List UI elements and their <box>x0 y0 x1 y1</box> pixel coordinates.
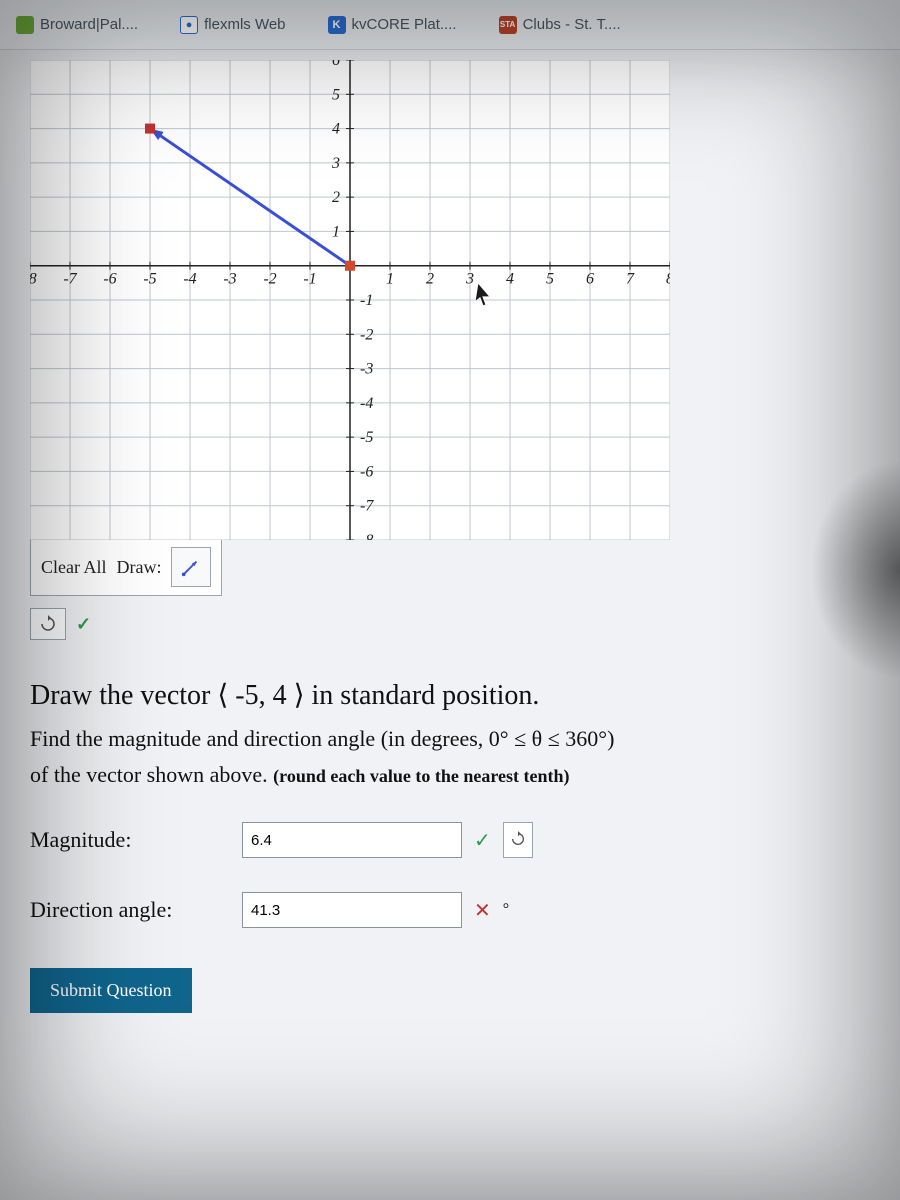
svg-text:3: 3 <box>331 155 340 172</box>
direction-row: Direction angle: ✕ ° <box>30 892 870 928</box>
magnitude-input[interactable] <box>242 822 462 858</box>
svg-text:3: 3 <box>465 271 474 288</box>
svg-text:-6: -6 <box>360 463 373 480</box>
svg-text:-4: -4 <box>360 395 373 412</box>
svg-text:6: 6 <box>586 271 594 288</box>
svg-text:-3: -3 <box>360 361 373 378</box>
cross-icon: ✕ <box>474 898 491 923</box>
tab-label: flexmls Web <box>204 16 285 33</box>
svg-text:1: 1 <box>386 271 394 288</box>
svg-text:6: 6 <box>332 60 340 69</box>
submit-question-button[interactable]: Submit Question <box>30 968 192 1013</box>
svg-text:-1: -1 <box>303 271 316 288</box>
favicon-kvcore: K <box>328 16 346 34</box>
vector-arrow-icon <box>180 556 202 578</box>
browser-tab-broward[interactable]: Broward|Pal.... <box>10 12 144 38</box>
svg-text:-2: -2 <box>360 326 373 343</box>
clear-all-button[interactable]: Clear All <box>41 557 107 578</box>
magnitude-retry-button[interactable] <box>503 822 533 858</box>
draw-label: Draw: <box>117 557 162 578</box>
svg-text:-5: -5 <box>143 271 156 288</box>
q1-vector: ⟨ -5, 4 ⟩ <box>217 680 304 711</box>
browser-tab-kvcore[interactable]: K kvCORE Plat.... <box>322 12 463 38</box>
question-line-1: Draw the vector ⟨ -5, 4 ⟩ in standard po… <box>30 678 870 712</box>
svg-text:-7: -7 <box>63 271 77 288</box>
svg-text:-5: -5 <box>360 429 373 446</box>
direction-label: Direction angle: <box>30 897 230 923</box>
direction-input[interactable] <box>242 892 462 928</box>
check-icon: ✓ <box>474 828 491 853</box>
svg-text:5: 5 <box>546 271 554 288</box>
retry-icon <box>39 615 57 633</box>
check-icon: ✓ <box>76 614 91 635</box>
degree-symbol: ° <box>503 901 509 919</box>
coordinate-graph[interactable]: -8 -7 -6 -5 -4 -3 -2 -1 1 2 3 4 5 6 7 8 1 2 3 4 5 6 -1 -2 -3 -4 -5… <box>30 60 670 540</box>
favicon-broward <box>16 16 34 34</box>
q1-prefix: Draw the vector <box>30 680 217 711</box>
svg-text:7: 7 <box>626 271 635 288</box>
retry-icon <box>510 831 526 847</box>
question-line-2: Find the magnitude and direction angle (… <box>30 726 870 752</box>
browser-tab-clubs[interactable]: STA Clubs - St. T.... <box>493 12 627 38</box>
magnitude-row: Magnitude: ✓ <box>30 822 870 858</box>
svg-text:-8: -8 <box>30 271 37 288</box>
question-line-3: of the vector shown above. (round each v… <box>30 762 870 788</box>
q3-sub: (round each value to the nearest tenth) <box>273 766 569 786</box>
svg-text:1: 1 <box>332 223 340 240</box>
svg-text:-3: -3 <box>223 271 236 288</box>
tab-label: kvCORE Plat.... <box>352 16 457 33</box>
browser-tab-bar: Broward|Pal.... ● flexmls Web K kvCORE P… <box>0 0 900 50</box>
svg-text:-1: -1 <box>360 292 373 309</box>
svg-text:-7: -7 <box>360 498 374 515</box>
svg-text:-2: -2 <box>263 271 276 288</box>
svg-text:8: 8 <box>666 271 670 288</box>
svg-text:-6: -6 <box>103 271 116 288</box>
favicon-clubs: STA <box>499 16 517 34</box>
svg-text:4: 4 <box>506 271 514 288</box>
browser-tab-flexmls[interactable]: ● flexmls Web <box>174 12 291 38</box>
q1-suffix: in standard position. <box>305 680 540 711</box>
q3-main: of the vector shown above. <box>30 762 273 787</box>
svg-text:2: 2 <box>332 189 340 206</box>
tab-label: Clubs - St. T.... <box>523 16 621 33</box>
svg-text:5: 5 <box>332 86 340 103</box>
graph-canvas[interactable]: -8 -7 -6 -5 -4 -3 -2 -1 1 2 3 4 5 6 7 8 1 2 3 4 5 6 -1 -2 -3 -4 -5… <box>30 60 670 540</box>
graph-retry-button[interactable] <box>30 608 66 640</box>
svg-text:-4: -4 <box>183 271 196 288</box>
page-content: -8 -7 -6 -5 -4 -3 -2 -1 1 2 3 4 5 6 7 8 1 2 3 4 5 6 -1 -2 -3 -4 -5… <box>0 50 900 1200</box>
svg-text:4: 4 <box>332 121 340 138</box>
graph-toolbar: Clear All Draw: <box>30 538 222 596</box>
favicon-flexmls: ● <box>180 16 198 34</box>
question-text: Draw the vector ⟨ -5, 4 ⟩ in standard po… <box>30 678 870 788</box>
magnitude-label: Magnitude: <box>30 827 230 853</box>
photo-shadow-overlay <box>810 460 900 680</box>
graph-score-row: ✓ <box>30 608 870 640</box>
svg-text:2: 2 <box>426 271 434 288</box>
tab-label: Broward|Pal.... <box>40 16 138 33</box>
svg-text:-8: -8 <box>360 532 373 540</box>
draw-vector-tool-button[interactable] <box>171 547 211 587</box>
